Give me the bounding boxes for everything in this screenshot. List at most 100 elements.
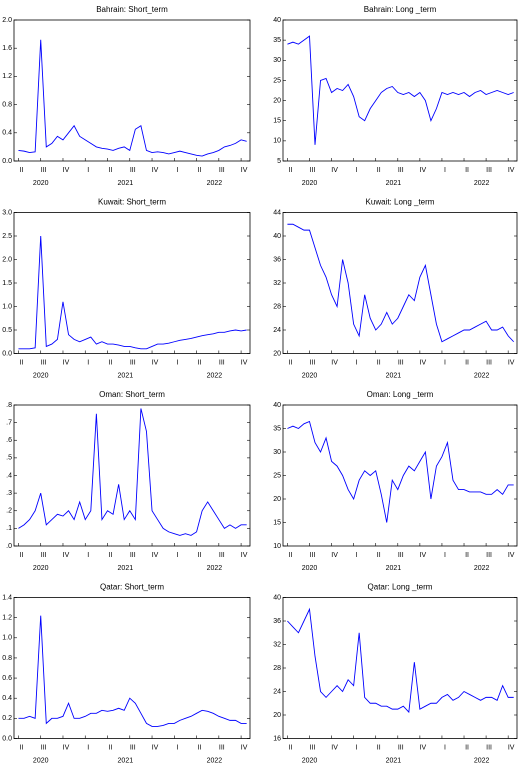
y-tick-label: .7 bbox=[6, 419, 12, 426]
x-tick-label: III bbox=[41, 167, 47, 174]
x-tick-label: IV bbox=[420, 552, 427, 559]
x-group-label: 2021 bbox=[386, 757, 402, 764]
data-line bbox=[18, 39, 247, 157]
x-tick-label: I bbox=[444, 359, 446, 366]
x-group-label: 2020 bbox=[33, 180, 49, 187]
x-tick-label: IV bbox=[241, 167, 248, 174]
x-tick-label: I bbox=[87, 167, 89, 174]
y-tick-label: 20 bbox=[273, 712, 281, 719]
y-tick-label: .8 bbox=[6, 402, 12, 409]
y-tick-label: 0.0 bbox=[2, 350, 12, 357]
x-tick-label: III bbox=[41, 744, 47, 751]
y-tick-label: 0.0 bbox=[2, 735, 12, 742]
y-tick-label: 44 bbox=[273, 209, 281, 216]
x-tick-label: III bbox=[219, 167, 225, 174]
y-tick-label: 10 bbox=[273, 138, 281, 145]
x-tick-label: II bbox=[20, 167, 24, 174]
x-tick-label: I bbox=[176, 359, 178, 366]
x-group-label: 2022 bbox=[207, 757, 223, 764]
x-tick-label: IV bbox=[420, 744, 427, 751]
chart-title: Bahrain: Short_term bbox=[96, 5, 168, 14]
x-tick-label: III bbox=[219, 552, 225, 559]
x-group-label: 2021 bbox=[386, 565, 402, 572]
x-group-label: 2022 bbox=[207, 180, 223, 187]
x-tick-label: I bbox=[356, 359, 358, 366]
x-group-label: 2022 bbox=[207, 372, 223, 379]
x-group-label: 2021 bbox=[118, 372, 134, 379]
data-line bbox=[18, 235, 247, 350]
x-tick-label: IV bbox=[241, 359, 248, 366]
x-group-label: 2020 bbox=[302, 372, 318, 379]
x-tick-label: I bbox=[176, 552, 178, 559]
y-tick-label: 0.4 bbox=[2, 130, 12, 137]
y-tick-label: .2 bbox=[6, 508, 12, 515]
y-tick-label: 40 bbox=[273, 233, 281, 240]
x-tick-label: IV bbox=[152, 359, 159, 366]
x-tick-label: II bbox=[109, 552, 113, 559]
x-group-label: 2020 bbox=[302, 180, 318, 187]
x-group-label: 2022 bbox=[474, 757, 490, 764]
y-tick-label: 25 bbox=[273, 77, 281, 84]
x-tick-label: IV bbox=[152, 744, 159, 751]
chart-title: Qatar: Short_term bbox=[100, 583, 164, 592]
x-tick-label: IV bbox=[152, 167, 159, 174]
plot-frame bbox=[282, 212, 518, 354]
x-tick-label: II bbox=[377, 359, 381, 366]
x-tick-label: II bbox=[288, 167, 292, 174]
x-tick-label: I bbox=[87, 552, 89, 559]
x-tick-label: II bbox=[109, 167, 113, 174]
y-tick-label: 35 bbox=[273, 425, 281, 432]
x-tick-label: II bbox=[109, 744, 113, 751]
x-tick-label: II bbox=[377, 552, 381, 559]
y-tick-label: 16 bbox=[273, 735, 281, 742]
y-tick-label: 30 bbox=[273, 57, 281, 64]
x-tick-label: II bbox=[20, 744, 24, 751]
x-tick-label: I bbox=[87, 359, 89, 366]
x-tick-label: III bbox=[130, 167, 136, 174]
x-group-label: 2022 bbox=[474, 565, 490, 572]
y-tick-label: 40 bbox=[273, 17, 281, 24]
y-tick-label: 1.6 bbox=[2, 45, 12, 52]
y-tick-label: 24 bbox=[273, 327, 281, 334]
x-tick-label: IV bbox=[152, 552, 159, 559]
x-tick-label: IV bbox=[241, 552, 248, 559]
y-tick-label: 25 bbox=[273, 472, 281, 479]
x-tick-label: IV bbox=[420, 359, 427, 366]
y-tick-label: .5 bbox=[6, 455, 12, 462]
x-tick-label: IV bbox=[63, 552, 70, 559]
x-group-label: 2020 bbox=[33, 757, 49, 764]
x-tick-label: III bbox=[486, 552, 492, 559]
y-tick-label: 36 bbox=[273, 256, 281, 263]
x-tick-label: I bbox=[356, 167, 358, 174]
y-tick-label: 35 bbox=[273, 37, 281, 44]
x-tick-label: III bbox=[130, 552, 136, 559]
x-tick-label: III bbox=[398, 167, 404, 174]
x-tick-label: I bbox=[176, 167, 178, 174]
x-tick-label: IV bbox=[508, 359, 515, 366]
x-tick-label: II bbox=[465, 744, 469, 751]
y-tick-label: 3.0 bbox=[2, 209, 12, 216]
y-tick-label: 5 bbox=[277, 158, 281, 165]
x-tick-label: IV bbox=[331, 744, 338, 751]
data-line bbox=[18, 408, 247, 536]
x-tick-label: IV bbox=[63, 359, 70, 366]
plot-frame bbox=[13, 597, 251, 739]
plot-frame bbox=[282, 597, 518, 739]
x-tick-label: II bbox=[377, 744, 381, 751]
y-tick-label: .6 bbox=[6, 437, 12, 444]
x-tick-label: I bbox=[356, 744, 358, 751]
x-group-label: 2020 bbox=[33, 372, 49, 379]
x-tick-label: III bbox=[310, 359, 316, 366]
y-tick-label: 40 bbox=[273, 402, 281, 409]
x-tick-label: III bbox=[41, 552, 47, 559]
x-tick-label: I bbox=[444, 552, 446, 559]
y-tick-label: 1.0 bbox=[2, 635, 12, 642]
y-tick-label: .0 bbox=[6, 543, 12, 550]
x-tick-label: III bbox=[398, 744, 404, 751]
x-tick-label: I bbox=[444, 744, 446, 751]
x-tick-label: II bbox=[198, 359, 202, 366]
chart-title: Oman: Long _term bbox=[367, 390, 434, 399]
